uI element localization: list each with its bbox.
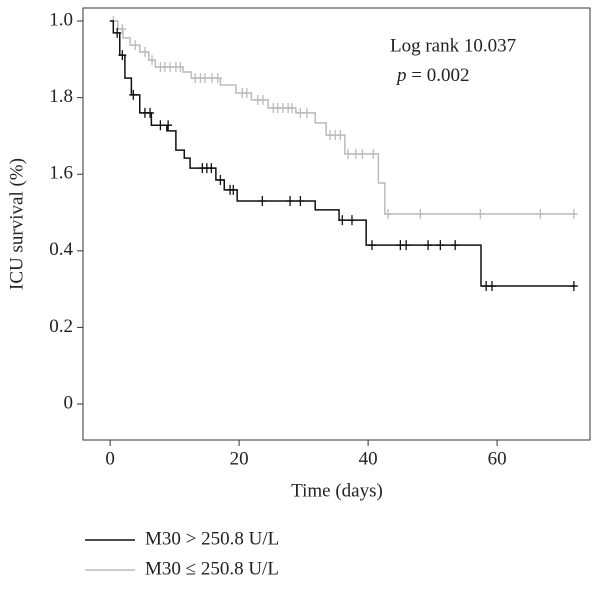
censor-mark (367, 240, 376, 251)
censor-mark (344, 148, 353, 159)
censor-mark (156, 120, 165, 131)
y-tick-label: 1.6 (49, 163, 73, 184)
censor-mark (424, 240, 433, 251)
y-tick-label: 1.8 (49, 86, 73, 107)
censor-mark (451, 240, 460, 251)
censor-mark (402, 240, 411, 251)
censor-mark (436, 240, 445, 251)
censor-mark (536, 209, 545, 220)
censor-mark (296, 196, 305, 207)
y-tick-label: 0.4 (49, 239, 73, 260)
censor-mark (569, 209, 578, 220)
censor-mark (229, 184, 238, 195)
censor-mark (384, 209, 393, 220)
y-tick-label: 1.0 (49, 9, 73, 30)
x-tick-label: 60 (488, 448, 507, 469)
p-symbol: p (395, 65, 407, 86)
censor-mark (487, 281, 496, 292)
x-tick-label: 0 (105, 448, 115, 469)
plot-frame (82, 7, 591, 441)
censor-mark (146, 107, 155, 118)
censor-mark (258, 196, 267, 207)
censor-mark (369, 148, 378, 159)
censor-mark (113, 27, 122, 38)
censor-mark (131, 40, 140, 51)
x-tick-label: 40 (359, 448, 378, 469)
censor-mark (118, 50, 127, 61)
p-annotation: p = 0.002 (395, 65, 469, 86)
censor-mark (176, 61, 185, 72)
censor-mark (242, 88, 251, 99)
censor-mark (338, 215, 347, 226)
censor-mark (216, 174, 225, 185)
censor-mark (347, 215, 356, 226)
censor-mark (213, 73, 222, 84)
censor-mark (287, 102, 296, 113)
censor-mark (140, 47, 149, 58)
legend-label: M30 > 250.8 U/L (145, 528, 279, 549)
p-text: = 0.002 (411, 65, 469, 86)
censor-mark (286, 196, 295, 207)
censor-mark (258, 94, 267, 105)
y-tick-label: 0 (64, 392, 74, 413)
x-tick-label: 20 (230, 448, 249, 469)
censor-mark (118, 24, 127, 35)
survival-curve (110, 20, 576, 287)
censor-mark (416, 209, 425, 220)
censor-mark (358, 148, 367, 159)
censor-mark (336, 130, 345, 141)
censor-mark (200, 73, 209, 84)
censor-mark (129, 89, 138, 100)
legend-label: M30 ≤ 250.8 U/L (145, 558, 279, 579)
censor-mark (207, 163, 216, 174)
censor-mark (302, 107, 311, 118)
censor-mark (569, 281, 578, 292)
y-tick-label: 0.2 (49, 316, 73, 337)
censor-mark (476, 209, 485, 220)
annotation: Log rank 10.037 (390, 35, 516, 56)
censor-mark (164, 120, 173, 131)
y-axis-label: ICU survival (%) (6, 158, 27, 290)
censor-mark (148, 55, 157, 66)
x-axis-label: Time (days) (291, 480, 383, 501)
